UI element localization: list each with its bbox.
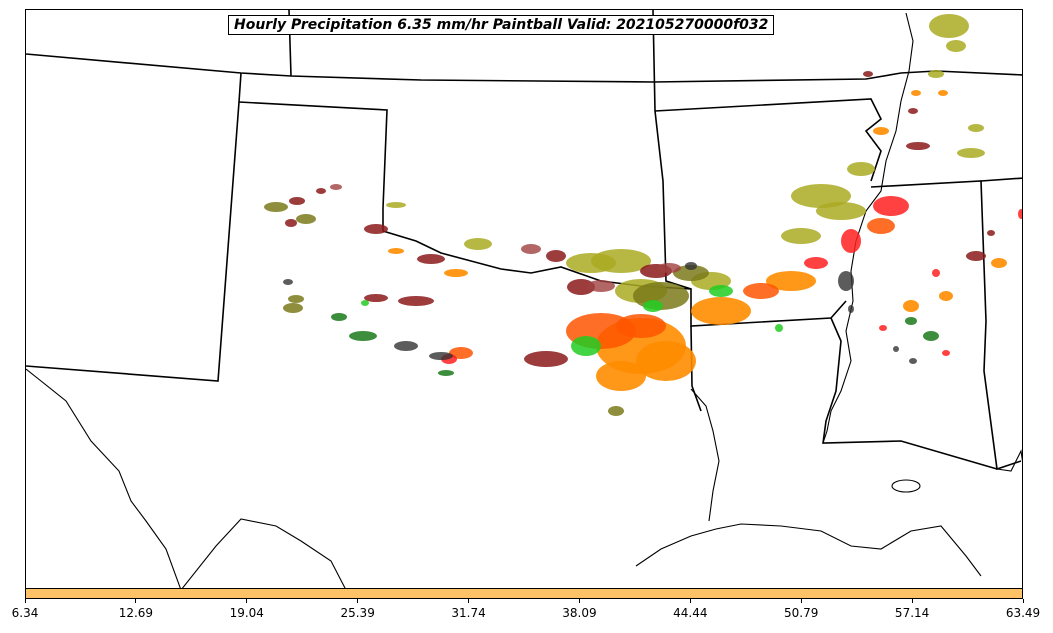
border-nm-west: [26, 101, 240, 382]
state-borders: [26, 10, 1022, 471]
colorbar-tick-label: 57.14: [894, 606, 930, 620]
precip-dark-green: [331, 313, 939, 376]
colorbar-tick: [800, 599, 802, 603]
colorbar-tick: [689, 599, 691, 603]
colorbar-tick-label: 6.34: [11, 606, 39, 620]
map-title: Hourly Precipitation 6.35 mm/hr Paintbal…: [228, 15, 775, 35]
colorbar-tick: [1022, 599, 1024, 603]
colorbar-tick-label: 63.49: [1005, 606, 1041, 620]
texas-rio-grande: [181, 518, 346, 588]
colorbar: [25, 588, 1023, 599]
precip-red: [441, 196, 1022, 364]
colorbar-tick: [468, 599, 470, 603]
texas-west: [26, 368, 181, 588]
border-colorado: [238, 101, 388, 209]
colorbar-tick-label: 50.79: [784, 606, 819, 620]
colorbar-tick-label: 19.04: [229, 606, 264, 620]
precip-green: [361, 285, 783, 356]
precip-maroon: [285, 71, 995, 367]
border-ms: [822, 317, 998, 470]
colorbar-tick: [246, 599, 248, 603]
map-canvas: [26, 10, 1022, 588]
colorbar-tick: [911, 599, 913, 603]
border-la-ar: [690, 325, 702, 412]
red-river: [690, 388, 720, 522]
map-panel: [25, 9, 1023, 589]
colorbar-tick: [24, 599, 26, 603]
colorbar-tick-label: 38.09: [562, 606, 597, 620]
colorbar-tick: [578, 599, 580, 603]
colorbar-tick-label: 44.44: [673, 606, 708, 620]
border-ar-mo: [654, 98, 883, 182]
border-ks-ne: [26, 53, 1022, 83]
border-al: [870, 180, 1022, 471]
colorbar-tick: [135, 599, 137, 603]
precip-maroon-light: [330, 184, 681, 292]
rivers-and-coast: [26, 12, 1022, 588]
precip-olive: [386, 14, 985, 303]
border-nm-tx-panhandle: [382, 208, 692, 290]
texas-coast: [635, 523, 982, 577]
colorbar-tick-label: 25.39: [340, 606, 375, 620]
colorbar-tick: [357, 599, 359, 603]
colorbar-tick-label: 12.69: [118, 606, 154, 620]
colorbar-tick-label: 31.74: [451, 606, 486, 620]
precip-gray: [283, 262, 917, 364]
